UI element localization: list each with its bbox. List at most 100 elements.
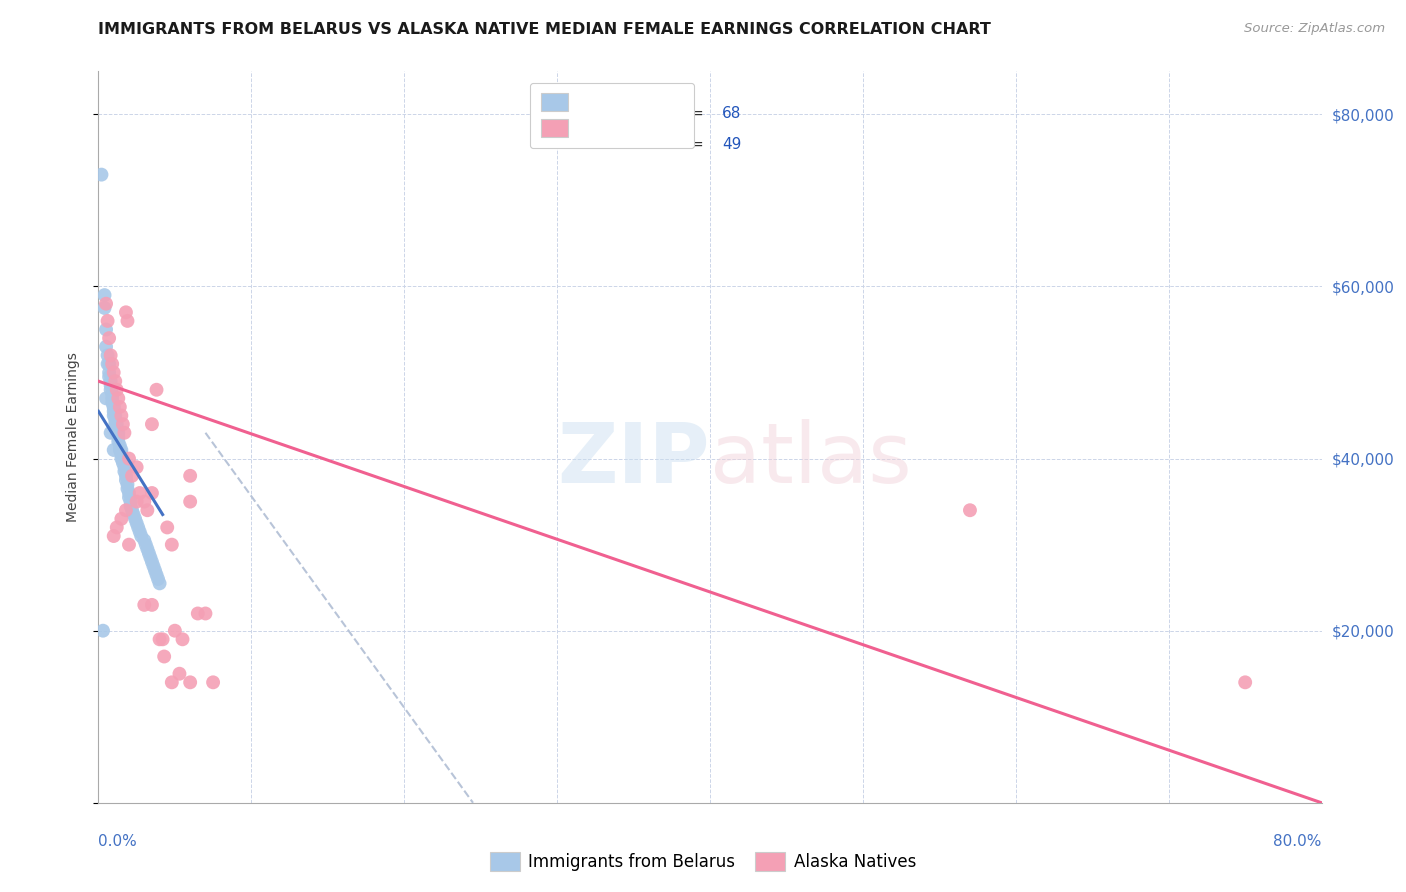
- Point: [97, 357, 120, 371]
- Text: -0.530: -0.530: [588, 137, 637, 152]
- Point: [101, 357, 124, 371]
- Point: [107, 425, 129, 440]
- Text: 49: 49: [723, 137, 741, 152]
- Point: [959, 503, 981, 517]
- Point: [111, 451, 134, 466]
- Point: [120, 494, 142, 508]
- Point: [118, 491, 141, 505]
- Point: [118, 451, 141, 466]
- Text: atlas: atlas: [710, 418, 911, 500]
- Point: [194, 607, 217, 621]
- Point: [98, 366, 121, 380]
- Point: [179, 494, 201, 508]
- Point: [202, 675, 225, 690]
- Text: R =: R =: [543, 106, 575, 121]
- Point: [163, 624, 186, 638]
- Point: [105, 421, 128, 435]
- Point: [97, 348, 120, 362]
- Point: [98, 331, 121, 345]
- Point: [117, 314, 139, 328]
- Text: N =: N =: [665, 137, 709, 152]
- Point: [138, 546, 160, 560]
- Point: [143, 564, 166, 578]
- Point: [118, 538, 141, 552]
- Text: R =: R =: [543, 137, 575, 152]
- Point: [110, 442, 132, 457]
- Point: [149, 576, 172, 591]
- Point: [90, 168, 112, 182]
- Point: [124, 512, 146, 526]
- Point: [103, 529, 125, 543]
- Point: [145, 567, 167, 582]
- Point: [134, 533, 156, 548]
- Point: [115, 305, 138, 319]
- Point: [135, 538, 157, 552]
- Point: [94, 340, 117, 354]
- Text: Source: ZipAtlas.com: Source: ZipAtlas.com: [1244, 22, 1385, 36]
- Text: 0.0%: 0.0%: [98, 834, 138, 849]
- Point: [94, 392, 117, 406]
- Point: [179, 468, 201, 483]
- Text: -0.295: -0.295: [588, 106, 637, 121]
- Point: [112, 425, 135, 440]
- Point: [115, 468, 138, 483]
- Point: [98, 357, 121, 371]
- Point: [108, 439, 131, 453]
- Point: [93, 288, 115, 302]
- Point: [105, 425, 128, 440]
- Point: [160, 675, 183, 690]
- Point: [104, 374, 127, 388]
- Point: [179, 675, 201, 690]
- Text: 80.0%: 80.0%: [1274, 834, 1322, 849]
- Point: [134, 598, 156, 612]
- Point: [149, 632, 172, 647]
- Point: [103, 366, 125, 380]
- Point: [1234, 675, 1257, 690]
- Point: [100, 425, 122, 440]
- Legend:                       ,                       : ,: [530, 83, 695, 148]
- Text: 68: 68: [723, 106, 741, 121]
- Point: [100, 348, 122, 362]
- Point: [115, 503, 138, 517]
- Point: [141, 486, 163, 500]
- Point: [105, 417, 128, 432]
- Point: [111, 417, 134, 432]
- Point: [104, 409, 127, 423]
- Point: [93, 301, 115, 315]
- Point: [128, 524, 150, 539]
- Point: [91, 624, 114, 638]
- Point: [107, 430, 129, 444]
- Point: [94, 296, 117, 310]
- Point: [100, 383, 122, 397]
- Point: [101, 395, 124, 409]
- Point: [146, 572, 169, 586]
- Point: [112, 465, 135, 479]
- Point: [136, 541, 159, 556]
- Point: [97, 314, 120, 328]
- Point: [125, 516, 148, 530]
- Point: [107, 392, 129, 406]
- Point: [121, 468, 143, 483]
- Point: [110, 451, 132, 466]
- Point: [105, 383, 128, 397]
- Point: [115, 473, 138, 487]
- Point: [160, 538, 183, 552]
- Point: [125, 494, 148, 508]
- Point: [134, 494, 156, 508]
- Point: [100, 374, 122, 388]
- Point: [108, 442, 131, 457]
- Point: [111, 456, 134, 470]
- Point: [104, 413, 127, 427]
- Point: [103, 409, 125, 423]
- Point: [141, 555, 163, 569]
- Point: [120, 499, 142, 513]
- Point: [139, 550, 162, 565]
- Point: [100, 378, 122, 392]
- Point: [103, 400, 125, 414]
- Point: [156, 520, 179, 534]
- Text: ZIP: ZIP: [558, 418, 710, 500]
- Point: [122, 508, 145, 522]
- Point: [142, 559, 165, 574]
- Point: [112, 460, 135, 475]
- Text: N =: N =: [665, 106, 709, 121]
